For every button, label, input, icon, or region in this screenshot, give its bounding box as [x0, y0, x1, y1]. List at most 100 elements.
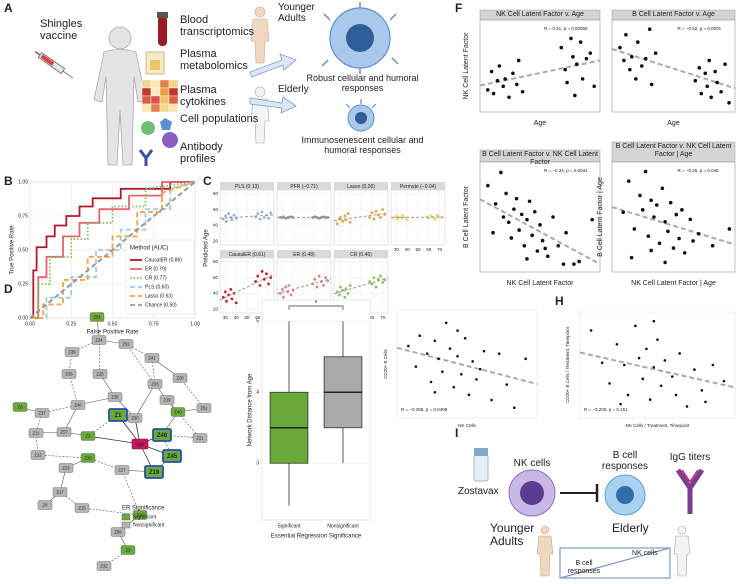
scatter-point	[653, 51, 658, 55]
network-node-label: Z1	[114, 413, 122, 419]
network-node-label: Z16	[136, 513, 144, 518]
heatmap-cell	[168, 87, 179, 97]
y-axis-label: NK Cell Latent Factor	[463, 32, 470, 100]
scatter-point	[691, 239, 695, 243]
legend-label: PLS (0.60)	[145, 284, 169, 290]
y-axis-label: B Cell Latent Factor | Age	[597, 177, 604, 257]
facet-title: CausalER (0.61)	[229, 252, 266, 258]
group-label: Younger Adults	[490, 521, 535, 549]
network-edge	[179, 377, 205, 409]
scatter-point	[370, 211, 374, 215]
scatter-point	[381, 208, 384, 212]
scatter-point	[429, 214, 433, 218]
chart-title: B Cell Latent Factor v. NK Cell Latent F…	[482, 151, 598, 166]
scatter-point	[433, 217, 437, 221]
scatter-point	[569, 36, 573, 41]
scatter-point	[346, 291, 350, 295]
vaccine-label: Shingles vaccine	[40, 18, 83, 43]
scatter-point	[530, 233, 534, 238]
scatter-point	[230, 297, 234, 301]
scatter-point	[639, 64, 644, 68]
trend-line	[479, 198, 601, 265]
network-node	[147, 379, 163, 389]
scatter-point	[578, 40, 583, 44]
trend-line	[579, 351, 736, 389]
scatter-point	[580, 77, 585, 81]
network-node-label: Z30	[176, 376, 184, 381]
scatter-point	[626, 179, 631, 183]
network-node	[80, 431, 96, 441]
facet-strip	[391, 182, 445, 190]
scatter-point	[592, 84, 596, 89]
x-tick-label: 1.00	[190, 321, 200, 327]
y-axis-label: B Cell Latent Factor	[463, 185, 470, 248]
scatter-point	[289, 293, 293, 297]
x-tick-label: Nonsignificant	[327, 523, 359, 529]
cell-icons	[138, 118, 178, 166]
scatter-point	[682, 251, 687, 255]
scatter-point	[258, 217, 262, 221]
scatter-point	[234, 301, 238, 305]
scatter-point	[532, 209, 537, 214]
scatter-point	[258, 284, 262, 287]
network-edge	[87, 414, 119, 437]
network-node-label: Z11	[33, 431, 41, 436]
scatter-point	[546, 254, 550, 259]
scatter-point	[372, 217, 376, 221]
network-node-label: Z25	[96, 372, 104, 377]
scatter-point	[621, 210, 625, 215]
scatter-point	[520, 89, 525, 94]
network-node	[12, 402, 28, 412]
significance-bracket	[288, 305, 344, 310]
roc-line	[30, 181, 195, 319]
legend-label: CausalER (0.86)	[145, 257, 182, 263]
network-node	[64, 347, 80, 357]
assay-label: Plasma cytokines	[180, 84, 226, 109]
scatter-point	[267, 216, 270, 220]
scatter-point	[514, 82, 519, 87]
network-node	[107, 392, 123, 402]
heatmap-cell	[159, 79, 170, 89]
scatter-point	[551, 215, 555, 219]
scatter-point	[456, 329, 459, 332]
network-node-label: Z41	[148, 356, 156, 361]
network-node-label: Z21	[196, 436, 204, 441]
scatter-point	[490, 398, 493, 402]
trend-line	[333, 277, 389, 295]
scatter-point	[527, 199, 532, 204]
x-axis-label: Essential Regression Significance	[271, 534, 362, 540]
scatter-point	[403, 216, 407, 219]
scatter-point	[699, 91, 704, 96]
scatter-point	[338, 293, 341, 297]
annotation: R = −0.298, p = 0.0409	[401, 407, 448, 412]
scatter-point	[501, 84, 506, 89]
x-tick-label: 40	[405, 247, 411, 252]
roc-line	[30, 181, 196, 319]
network-node	[52, 487, 68, 497]
x-tick-label: 0.50	[108, 321, 118, 327]
scatter-point	[497, 352, 501, 356]
scatter-point	[649, 248, 653, 253]
scatter-point	[663, 260, 667, 265]
network-node-label: Z29	[163, 398, 171, 403]
y-axis-label: Predicted Age	[204, 229, 210, 267]
scatter-point	[556, 244, 561, 248]
scatter-point	[485, 88, 490, 92]
network-edge	[37, 454, 89, 459]
scatter-point	[512, 207, 516, 211]
y-tick-label: 0.00	[18, 315, 28, 321]
scatter-point	[346, 212, 350, 215]
scatter-point	[505, 383, 509, 386]
x-axis-label: NK Cell Latent Factor	[507, 280, 575, 287]
network-node-label: Z35	[111, 395, 119, 400]
scatter-point	[284, 285, 288, 289]
network-node	[127, 413, 143, 423]
blood-tube	[157, 12, 168, 46]
plot-background	[396, 309, 538, 419]
small-people	[250, 6, 270, 144]
x-axis-label: NK Cell Latent Factor | Age	[631, 280, 716, 287]
network-node-label: Z39	[68, 350, 76, 355]
group-label: Younger Adults	[278, 2, 315, 24]
scatter-point	[663, 219, 667, 224]
cell-label: NK cells	[513, 458, 551, 469]
